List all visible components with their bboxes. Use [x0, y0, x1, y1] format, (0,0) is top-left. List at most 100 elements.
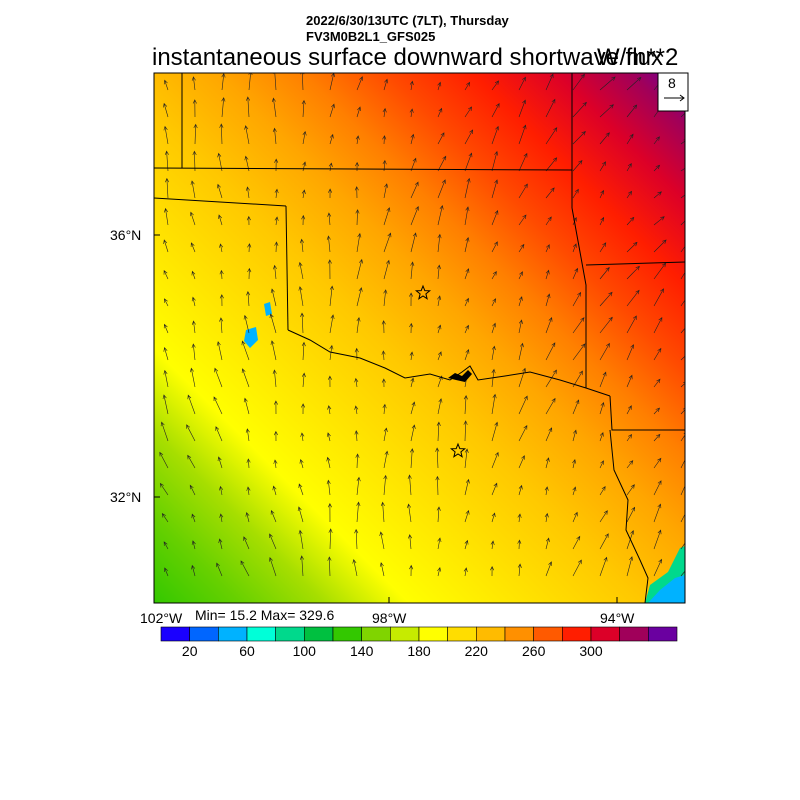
wind-vector-arrow [410, 377, 415, 388]
wind-vector-arrow [653, 288, 664, 307]
boundary-ar-mo [585, 261, 685, 266]
wind-vector-arrow [680, 456, 685, 469]
wind-vector-arrow [356, 106, 361, 118]
wind-vector-arrow [491, 345, 496, 361]
wind-vector-arrow [436, 264, 441, 280]
colorbar-tick-label: 140 [350, 643, 374, 659]
boundary-tx-ar [609, 395, 685, 431]
wind-vector-arrow [302, 130, 307, 145]
wind-vector-arrow [215, 426, 223, 442]
wind-vector-arrow [626, 344, 634, 361]
wind-vector-arrow [464, 510, 470, 523]
colorbar-swatch [447, 626, 477, 642]
colorbar-labels: 20 60 100 140 180 220 260 300 [182, 643, 603, 659]
wind-vector-arrow [189, 484, 196, 496]
wind-vector-arrow [243, 397, 250, 415]
station-star-north [414, 284, 432, 300]
wind-vector-arrow [545, 244, 550, 253]
wind-vector-arrow [163, 102, 169, 118]
wind-vector-arrow [273, 459, 278, 469]
wind-vector-arrow [464, 206, 470, 226]
wind-vector-arrow [545, 561, 552, 577]
vector-key: 8 [657, 72, 689, 112]
wind-vector-arrow [680, 299, 685, 307]
wind-vector-arrow [383, 450, 389, 469]
wind-vector-arrow [626, 216, 635, 226]
wind-vector-arrow [329, 133, 334, 145]
flux-field [154, 73, 685, 603]
wind-vector-arrow [354, 430, 359, 442]
wind-vector-arrow [383, 207, 391, 226]
wind-vector-arrow [653, 433, 661, 442]
wind-vector-arrow [352, 559, 358, 577]
wind-vector-arrow [599, 316, 613, 334]
wind-vector-arrow [435, 475, 440, 496]
wind-vector-arrow [545, 293, 551, 307]
vector-key-label: 8 [668, 75, 676, 91]
wind-vector-arrow [379, 531, 385, 550]
wind-vector-arrow [381, 350, 386, 361]
wind-vector-arrow [186, 424, 196, 442]
wind-vector-arrow [491, 80, 500, 91]
wind-vector-arrow [246, 291, 251, 307]
wind-vector-arrow [680, 245, 685, 253]
wind-vector-arrow [160, 421, 169, 442]
boundary-tx-la [609, 429, 649, 603]
wind-vector-arrow [518, 99, 526, 118]
wind-vector-arrow [680, 220, 685, 226]
wind-vector-arrow [218, 214, 223, 226]
colorbar-swatch [476, 626, 506, 642]
wind-vector-arrow [680, 271, 685, 280]
wind-vector-arrow [187, 454, 196, 469]
wind-vector-arrow [383, 183, 389, 199]
wind-vector-arrow [356, 476, 361, 496]
wind-vector-arrow [436, 421, 441, 442]
wind-vector-arrow [653, 378, 661, 388]
wind-vector-arrow [297, 506, 304, 523]
wind-vector-arrow [626, 104, 638, 118]
boundary-panhandle-north [154, 197, 287, 207]
wind-vector-arrow [463, 567, 468, 577]
wind-vector-arrow [273, 430, 278, 442]
wind-vector-arrow [354, 186, 359, 199]
colorbar-tick-label: 100 [293, 643, 317, 659]
wind-vector-arrow [355, 209, 360, 226]
wind-vector-arrow [216, 341, 223, 361]
wind-vector-arrow [491, 150, 499, 172]
wind-vector-arrow [436, 506, 441, 523]
wind-vector-arrow [491, 241, 498, 253]
wind-vector-arrow [216, 562, 223, 577]
wind-vector-arrow [518, 319, 523, 334]
wind-vector-arrow [653, 136, 660, 145]
wind-vector-arrow [491, 210, 499, 226]
wind-vector-arrow [301, 341, 306, 361]
wind-vector-arrow [270, 509, 277, 523]
wind-vector-arrow [626, 433, 632, 442]
wind-vector-arrow [327, 375, 332, 388]
wind-vector-arrow [191, 564, 196, 577]
wind-vector-arrow [356, 317, 361, 334]
wind-vector-arrow [382, 107, 387, 118]
colorbar-swatch [332, 626, 362, 642]
station-star-south [449, 442, 467, 458]
wind-vector-arrow [273, 400, 278, 415]
wind-vector-arrow [247, 243, 252, 253]
wind-vector-arrow [599, 402, 605, 415]
wind-vector-arrow [407, 503, 412, 523]
wind-vector-arrow [545, 317, 553, 334]
wind-vector-arrow [163, 541, 169, 550]
wind-vector-arrow [329, 314, 335, 334]
wind-vector-arrow [599, 533, 609, 550]
wind-vector-arrow [241, 368, 250, 388]
wind-vector-arrow [572, 243, 577, 253]
wind-vector-arrow [162, 394, 169, 415]
wind-vector-arrow [464, 106, 472, 118]
wind-vector-arrow [572, 131, 586, 145]
wind-vector-arrow [599, 161, 606, 172]
wind-vector-arrow [356, 287, 363, 307]
wind-vector-arrow [491, 102, 500, 118]
wind-vector-arrow [240, 560, 250, 577]
wind-vector-arrow [653, 164, 661, 172]
boundary-ks-ok [154, 167, 573, 171]
wind-vector-arrow [463, 420, 468, 442]
